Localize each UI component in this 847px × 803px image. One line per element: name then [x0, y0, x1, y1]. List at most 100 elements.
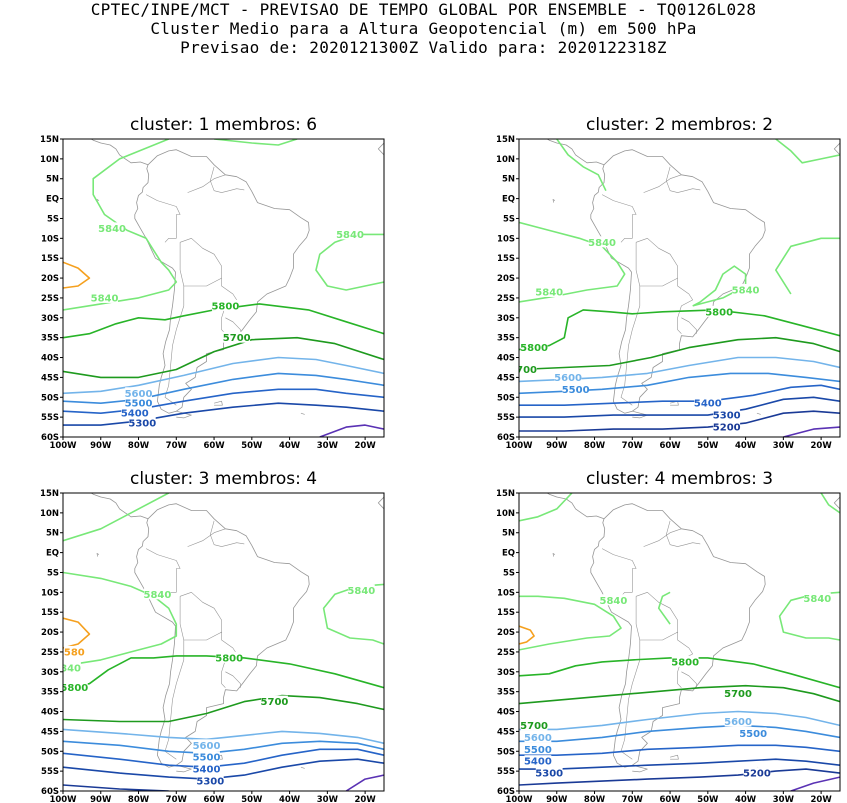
map-frame: [62, 492, 385, 792]
contour-label-bg: [336, 228, 364, 240]
contour-label-bg: [128, 417, 156, 429]
contour-label-bg: [125, 387, 152, 399]
contour-label: 580: [64, 647, 85, 658]
contour-label-bg: [671, 655, 699, 667]
geopotential-contour-5500: [519, 724, 840, 743]
lat-tick-label: 10N: [496, 509, 515, 519]
lon-tick-label: 40W: [735, 795, 757, 803]
geopotential-contour-5800: [63, 303, 384, 339]
lat-tick-label: 15S: [41, 254, 59, 264]
island-outline: [552, 199, 556, 203]
contour-label-bg: [520, 341, 548, 353]
lon-tick-label: 100W: [49, 441, 77, 451]
lat-tick-label: 20S: [41, 274, 59, 284]
contour-label: 5500: [524, 745, 552, 756]
geopotential-contour-5840: [519, 493, 573, 522]
contour-label-bg: [193, 739, 220, 751]
lat-tick-label: 25S: [41, 294, 59, 304]
lat-tick-label: 30S: [497, 668, 515, 678]
lat-tick-label: 30S: [41, 668, 59, 678]
island-outline: [176, 764, 192, 773]
geopotential-contour-5800: [519, 657, 840, 689]
lat-tick-label: 20S: [497, 274, 515, 284]
contour-label: 5700: [724, 689, 752, 700]
lat-tick-label: 5S: [503, 568, 515, 578]
geopotential-contour-5600: [63, 728, 384, 745]
lat-tick-label: 60S: [497, 787, 515, 797]
contour-label-bg: [63, 661, 81, 673]
contour-label-bg: [261, 695, 288, 707]
contour-label-bg: [64, 645, 85, 657]
contour-label-bg: [347, 584, 375, 596]
country-border: [620, 214, 633, 243]
coastline-central-america: [126, 139, 128, 140]
geopotential-contour-high: [63, 617, 91, 649]
panel-title: cluster: 4 membros: 3: [586, 469, 773, 489]
lon-tick-label: 90W: [546, 441, 568, 451]
geopotential-contour-5840: [775, 139, 840, 164]
coastline-africa: [833, 496, 840, 510]
lat-tick-label: 5S: [47, 214, 59, 224]
lon-tick-label: 80W: [584, 441, 606, 451]
lat-tick-label: 15N: [496, 489, 515, 499]
lon-tick-label: 50W: [241, 795, 263, 803]
lat-tick-label: 40S: [497, 708, 515, 718]
geopotential-contour-5840: [556, 139, 607, 192]
geopotential-contour-5840: [315, 233, 384, 291]
contour-label-bg: [713, 409, 741, 421]
country-border: [635, 242, 641, 287]
lon-tick-label: 90W: [90, 795, 112, 803]
country-border: [681, 671, 697, 688]
contour-label-bg: [223, 331, 251, 343]
geopotential-contour-5840: [214, 139, 298, 146]
lat-tick-label: 20S: [497, 628, 515, 638]
island-outline: [632, 410, 648, 419]
contour-label-bg: [196, 775, 224, 787]
contour-label: 5840: [535, 287, 563, 298]
lat-tick-label: 60S: [497, 433, 515, 443]
lon-tick-label: 70W: [622, 795, 644, 803]
contour-label-bg: [524, 731, 552, 743]
lat-tick-label: EQ: [46, 195, 59, 205]
lon-tick-label: 70W: [166, 795, 188, 803]
lat-tick-label: 55S: [497, 413, 515, 423]
lon-tick-label: 100W: [505, 441, 533, 451]
country-border: [601, 548, 637, 569]
header-title-line3: Previsao de: 2020121300Z Valido para: 20…: [180, 38, 667, 57]
map-panel-4: cluster: 4 membros: 3 5840 5840 5800 5700 570…: [496, 469, 841, 803]
contour-label: 5800: [215, 653, 243, 664]
coastline-south-america: [134, 149, 310, 414]
contour-label-bg: [554, 371, 582, 383]
country-border: [145, 194, 181, 215]
country-border: [635, 592, 678, 633]
country-border: [164, 286, 185, 406]
country-border: [666, 520, 701, 547]
country-border: [620, 640, 641, 760]
contour-label-bg: [215, 651, 243, 663]
lat-tick-label: 15N: [496, 135, 515, 145]
coastline-central-america: [582, 493, 584, 494]
country-border: [225, 671, 241, 688]
lon-tick-label: 50W: [697, 795, 719, 803]
lat-tick-label: 55S: [497, 767, 515, 777]
country-border: [183, 277, 237, 307]
lat-tick-label: 15S: [41, 608, 59, 618]
country-border: [225, 317, 241, 334]
contour-label-bg: [524, 755, 552, 767]
country-border: [639, 631, 693, 661]
contour-label-bg: [562, 383, 590, 395]
lat-tick-label: 55S: [41, 413, 59, 423]
coastline-africa: [377, 142, 384, 156]
contour-label-bg: [600, 594, 627, 606]
contour-label: 5840: [347, 586, 375, 597]
contour-label: 5300: [713, 411, 741, 422]
contour-label: 5840: [599, 596, 627, 607]
country-border: [145, 548, 181, 569]
island-outline: [552, 553, 556, 557]
lon-tick-label: 40W: [279, 795, 301, 803]
contour-label: 5400: [694, 399, 722, 410]
lon-tick-label: 30W: [317, 441, 339, 451]
lon-tick-label: 90W: [546, 795, 568, 803]
